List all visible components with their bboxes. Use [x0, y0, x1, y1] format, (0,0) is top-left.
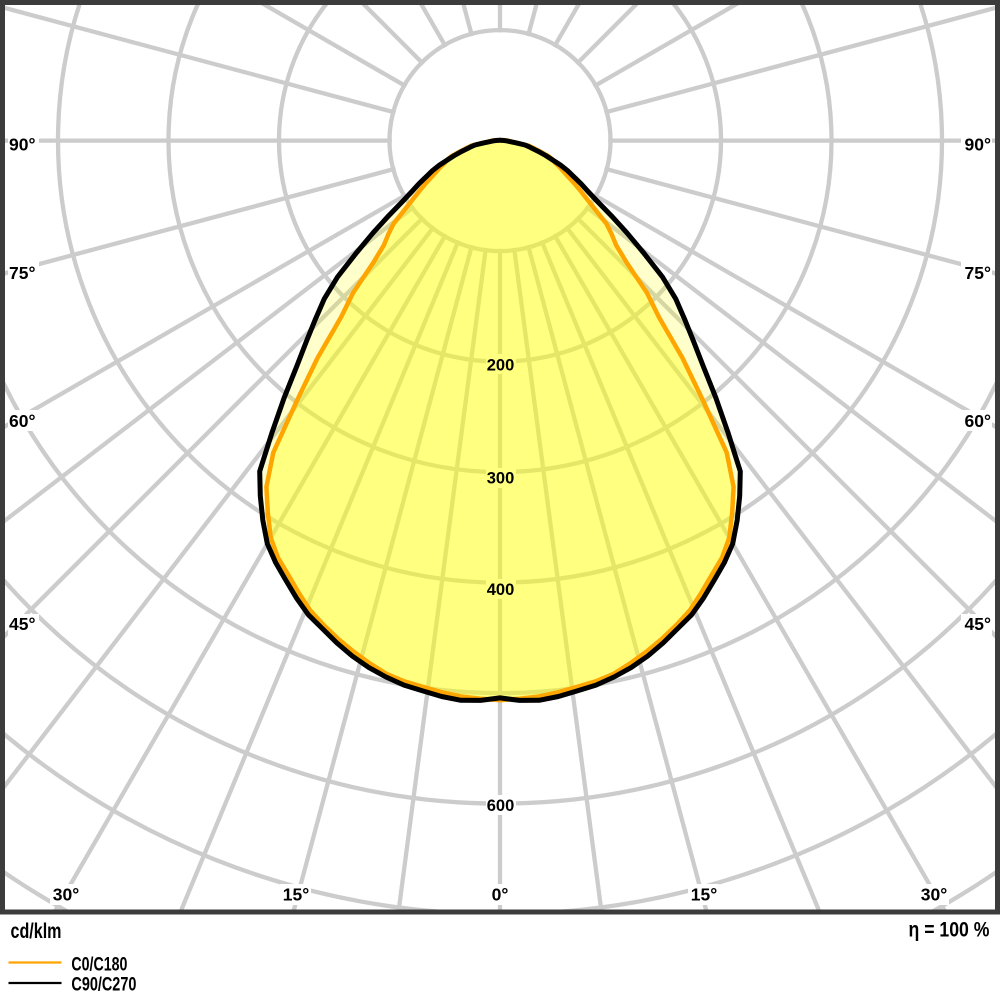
svg-text:600: 600: [487, 797, 515, 815]
svg-text:cd/klm: cd/klm: [11, 919, 62, 943]
svg-text:30°: 30°: [53, 885, 79, 905]
svg-text:15°: 15°: [691, 885, 717, 905]
svg-text:60°: 60°: [9, 411, 35, 431]
svg-text:0°: 0°: [492, 885, 509, 905]
svg-text:200: 200: [487, 356, 515, 374]
svg-text:η = 100 %: η = 100 %: [909, 918, 990, 942]
svg-text:45°: 45°: [965, 614, 991, 634]
svg-text:300: 300: [487, 469, 515, 487]
svg-text:400: 400: [487, 581, 515, 599]
svg-text:90°: 90°: [9, 135, 35, 155]
svg-text:60°: 60°: [965, 411, 991, 431]
svg-text:C0/C180: C0/C180: [71, 955, 127, 976]
svg-text:C90/C270: C90/C270: [71, 975, 136, 996]
svg-text:30°: 30°: [921, 885, 947, 905]
svg-text:45°: 45°: [9, 614, 35, 634]
svg-text:15°: 15°: [283, 885, 309, 905]
svg-text:75°: 75°: [965, 263, 991, 283]
svg-text:90°: 90°: [965, 135, 991, 155]
svg-text:75°: 75°: [9, 263, 35, 283]
